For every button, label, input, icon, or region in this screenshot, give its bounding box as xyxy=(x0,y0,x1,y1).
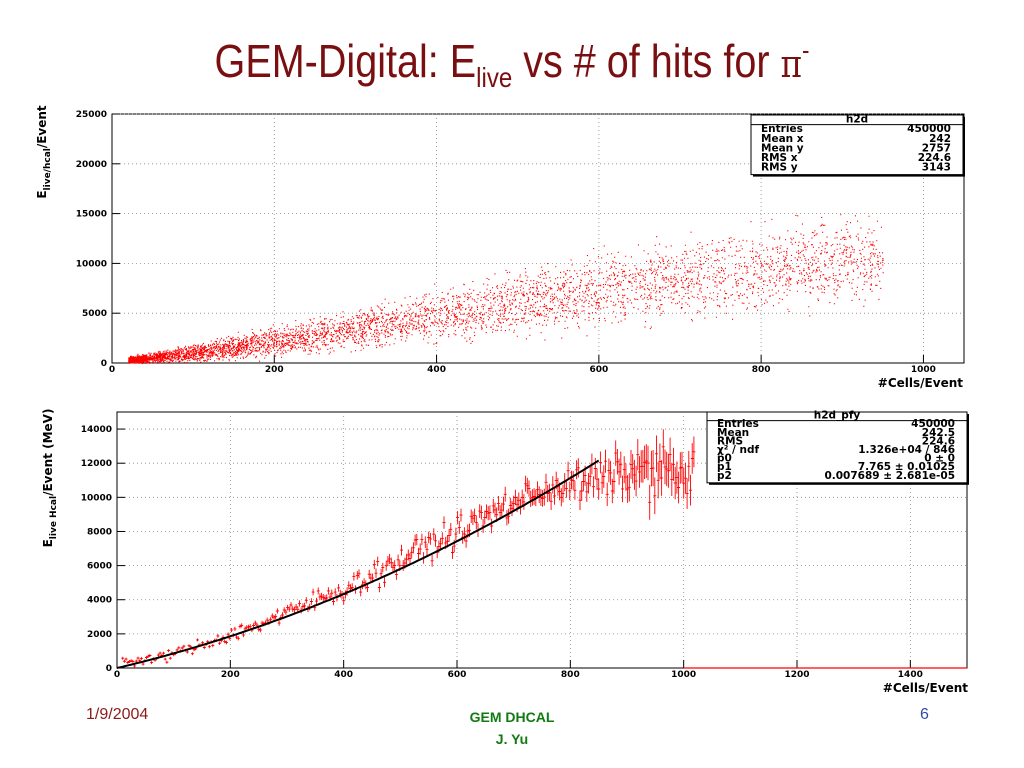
bottom-stats-value: 450000 xyxy=(911,418,955,430)
bottom-stats-label: p0 xyxy=(717,453,732,465)
bottom-tick-label-y: 10000 xyxy=(81,493,112,503)
top-stats-label: RMS y xyxy=(761,162,798,174)
top-tick-label-x: 600 xyxy=(589,365,608,375)
bottom-tick-label-y: 8000 xyxy=(87,527,112,537)
footer-author: J. Yu xyxy=(495,731,529,747)
top-stats-value: 242 xyxy=(929,133,951,145)
bottom-stats-value: 0 ± 0 xyxy=(924,453,955,465)
bottom-tick-label-y: 6000 xyxy=(87,562,112,572)
bottom-tick-label-x: 1000 xyxy=(671,670,696,680)
page-number: 6 xyxy=(920,706,929,723)
bottom-tick-label-y: 0 xyxy=(106,664,112,674)
top-stats-value: 224.6 xyxy=(918,152,951,164)
bottom-stats-label: p1 xyxy=(717,461,732,473)
bottom-profile-chart: Elive Hcal/Event (MeV) #Cells/Event 0 200… xyxy=(41,409,969,695)
footer-title: GEM DHCAL xyxy=(469,709,555,725)
bottom-tick-label-y: 12000 xyxy=(81,459,112,469)
bottom-tick-label-y: 4000 xyxy=(87,596,112,606)
top-stats-value: 2757 xyxy=(922,142,951,154)
bottom-tick-label-x: 0 xyxy=(114,670,120,680)
bottom-tick-label-x: 600 xyxy=(448,670,467,680)
bottom-y-axis-label: Elive Hcal/Event (MeV) xyxy=(41,409,59,548)
bottom-stats-box xyxy=(706,411,968,484)
bottom-x-axis-label: #Cells/Event xyxy=(883,681,968,695)
top-tick-label-y: 0 xyxy=(101,359,107,369)
top-tick-label-y: 10000 xyxy=(76,259,107,269)
bottom-tick-label-x: 200 xyxy=(221,670,240,680)
bottom-fit-curve xyxy=(116,459,600,669)
top-x-axis-label: #Cells/Event xyxy=(878,376,963,390)
top-stats-title: h2d xyxy=(846,114,868,126)
top-tick-label-x: 0 xyxy=(109,365,115,375)
bottom-tick-label-x: 1400 xyxy=(898,670,923,680)
bottom-stats-label: RMS xyxy=(717,435,743,447)
top-scatter-points xyxy=(128,214,884,365)
top-tick-label-y: 20000 xyxy=(76,160,107,170)
top-tick-label-y: 5000 xyxy=(82,309,107,319)
top-stats-label: Entries xyxy=(761,123,803,135)
top-scatter-chart: Elive/hcal/Event #Cells/Event 0 200 400 600… xyxy=(35,105,965,390)
top-tick-label-x: 800 xyxy=(752,365,771,375)
top-tick-label-x: 400 xyxy=(427,365,446,375)
top-stats-value: 450000 xyxy=(907,123,951,135)
top-stats-label: RMS x xyxy=(761,152,798,164)
bottom-stats-value: 224.6 xyxy=(922,435,955,447)
bottom-stats-value: 0.007689 ± 2.681e-05 xyxy=(824,470,955,482)
bottom-stats-label: Entries xyxy=(717,418,759,430)
top-y-axis-label: Elive/hcal/Event xyxy=(35,105,53,199)
bottom-tick-label-y: 14000 xyxy=(81,425,112,435)
bottom-stats-title: h2d_pfy xyxy=(814,410,861,422)
top-stats-value: 3143 xyxy=(922,162,951,174)
bottom-stats-label: χ² / ndf xyxy=(717,444,760,456)
top-tick-label-y: 15000 xyxy=(76,210,107,220)
bottom-stats-label: p2 xyxy=(717,470,732,482)
footer-center: GEM DHCAL J. Yu xyxy=(412,706,612,750)
top-stats-label: Mean y xyxy=(761,142,804,154)
footer-date: 1/9/2004 xyxy=(86,706,149,723)
top-tick-label-x: 200 xyxy=(265,365,284,375)
bottom-tick-label-y: 2000 xyxy=(87,630,112,640)
top-stats-label: Mean x xyxy=(761,133,804,145)
top-tick-label-y: 25000 xyxy=(76,110,107,120)
top-tick-label-x: 1000 xyxy=(911,365,936,375)
bottom-stats-label: Mean xyxy=(717,427,749,439)
bottom-stats-value: 242.5 xyxy=(922,427,955,439)
bottom-tick-label-x: 400 xyxy=(334,670,353,680)
bottom-tick-label-x: 800 xyxy=(561,670,580,680)
slide-title: GEM-Digital: Elive vs # of hits for π- xyxy=(214,35,810,93)
bottom-stats-value: 7.765 ± 0.01025 xyxy=(858,461,955,473)
bottom-tick-label-x: 1200 xyxy=(784,670,809,680)
bottom-stats-value: 1.326e+04 / 846 xyxy=(858,444,955,456)
